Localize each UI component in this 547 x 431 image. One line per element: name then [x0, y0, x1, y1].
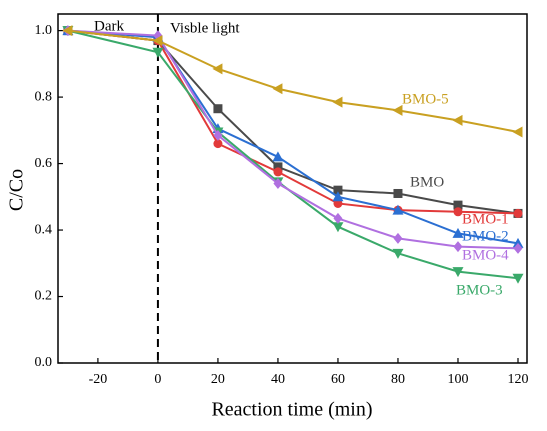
y-tick-label: 0.6 — [35, 156, 53, 171]
series-line — [67, 29, 519, 280]
annotation: Dark — [94, 18, 124, 34]
point — [393, 232, 403, 244]
point — [273, 162, 283, 172]
y-tick-label: 0.2 — [35, 289, 53, 304]
point — [452, 267, 464, 278]
series-line — [67, 29, 519, 250]
point — [273, 178, 283, 190]
point — [453, 207, 463, 217]
x-tick-label: 0 — [154, 372, 161, 387]
series-label: BMO — [410, 174, 444, 190]
point — [272, 83, 283, 95]
y-tick-label: 0.8 — [35, 89, 53, 104]
point — [273, 167, 283, 177]
annotation: Visble light — [170, 20, 240, 36]
x-tick-label: 80 — [391, 372, 405, 387]
point — [212, 63, 223, 75]
series-label: BMO-5 — [402, 91, 449, 107]
point — [452, 114, 463, 126]
x-tick-label: 40 — [271, 372, 285, 387]
point — [393, 188, 403, 198]
point — [512, 126, 523, 138]
x-axis-title: Reaction time (min) — [211, 399, 372, 421]
point — [513, 208, 523, 218]
point — [392, 104, 403, 116]
point — [332, 222, 344, 233]
point — [272, 151, 284, 162]
point — [332, 96, 343, 108]
y-tick-label: 1.0 — [35, 23, 53, 38]
x-tick-label: 100 — [447, 372, 468, 387]
series-label: BMO-1 — [462, 211, 509, 227]
x-tick-label: 20 — [211, 372, 225, 387]
x-tick-label: -20 — [89, 372, 108, 387]
point — [512, 273, 524, 284]
y-tick-label: 0.4 — [35, 222, 53, 237]
y-axis-title: C/Co — [6, 169, 28, 211]
plot-frame — [57, 13, 528, 364]
point — [333, 185, 343, 195]
point — [333, 212, 343, 224]
point — [513, 242, 523, 254]
point — [152, 35, 163, 47]
point — [213, 129, 223, 141]
x-tick-label: 120 — [507, 372, 528, 387]
point — [392, 248, 404, 259]
series-line — [67, 29, 519, 133]
point — [453, 241, 463, 253]
point — [332, 191, 344, 202]
point — [62, 25, 73, 37]
y-tick-label: 0.0 — [35, 355, 53, 370]
series-line — [67, 29, 519, 215]
point — [213, 104, 223, 114]
point — [213, 139, 223, 149]
series-label: BMO-3 — [456, 282, 503, 298]
series-label: BMO-2 — [462, 228, 509, 244]
point — [392, 204, 404, 215]
series-line — [67, 29, 519, 215]
x-tick-label: 60 — [331, 372, 345, 387]
point — [453, 200, 463, 210]
point — [152, 47, 164, 58]
point — [452, 227, 464, 238]
series-label: BMO-4 — [462, 247, 509, 263]
